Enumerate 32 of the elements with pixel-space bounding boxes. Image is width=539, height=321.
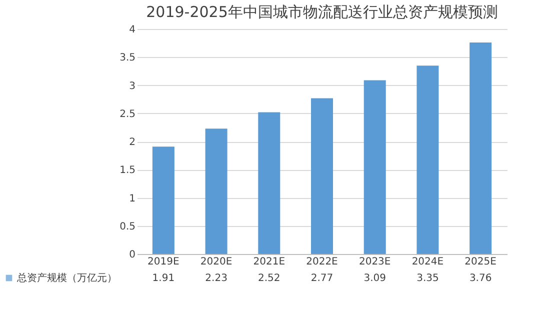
- bar: [470, 42, 492, 254]
- bar: [205, 128, 228, 254]
- data-label: 3.76: [469, 273, 492, 284]
- x-tick-label: 2020E: [200, 256, 232, 268]
- chart-title: 2019-2025年中国城市物流配送行业总资产规模预测: [146, 3, 498, 21]
- data-label: 1.91: [152, 273, 175, 284]
- y-tick-label: 3: [129, 80, 136, 92]
- legend-label: 总资产规模（万亿元）: [16, 272, 117, 284]
- x-tick-label: 2019E: [148, 256, 180, 268]
- bar: [311, 98, 333, 254]
- y-tick-label: 2.5: [120, 108, 136, 120]
- data-label: 3.09: [364, 273, 386, 284]
- x-tick-label: 2024E: [412, 256, 444, 268]
- y-tick-label: 0: [129, 250, 136, 260]
- y-tick-label: 1.5: [120, 165, 136, 176]
- bar: [152, 146, 174, 254]
- x-tick-label: 2023E: [358, 256, 391, 268]
- data-label: 2.77: [310, 273, 334, 284]
- y-tick-label: 2: [129, 137, 136, 148]
- y-tick-label: 0.5: [120, 221, 136, 232]
- y-tick-label: 3.5: [120, 52, 136, 64]
- data-label: 3.35: [416, 273, 439, 284]
- bar: [258, 112, 280, 254]
- x-tick-label: 2021E: [253, 256, 286, 268]
- data-label: 2.52: [258, 273, 280, 284]
- y-tick-label: 4: [129, 24, 136, 36]
- x-tick-label: 2025E: [464, 256, 496, 268]
- x-tick-label: 2022E: [306, 256, 338, 268]
- y-tick-label: 1: [129, 193, 136, 204]
- bar: [416, 66, 439, 254]
- bar: [364, 80, 386, 254]
- data-label: 2.23: [205, 273, 228, 284]
